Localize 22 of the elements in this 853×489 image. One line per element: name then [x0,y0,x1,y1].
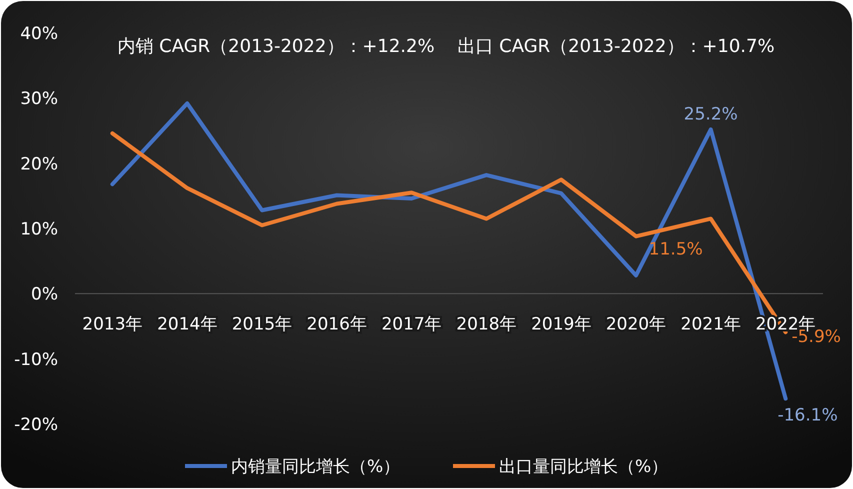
x-tick-label: 2013年 [82,314,143,335]
data-label: 25.2% [684,104,738,124]
x-tick-label: 2016年 [306,314,367,335]
y-tick-label: 20% [20,154,58,174]
x-tick-label: 2015年 [232,314,292,335]
legend-label: 内销量同比增长（%） [231,457,400,477]
y-tick-label: 0% [31,284,58,305]
y-tick-label: -20% [14,415,58,435]
x-tick-label: 2018年 [456,314,517,335]
x-tick-label: 2020年 [606,314,666,335]
data-label: 11.5% [648,240,703,260]
legend-label: 出口量同比增长（%） [499,457,668,477]
x-tick-label: 2019年 [531,314,592,335]
chart-title: 内销 CAGR（2013-2022）：+12.2% 出口 CAGR（2013-2022）：+10.7% [117,36,775,57]
data-label: -16.1% [778,406,838,426]
y-tick-label: -10% [14,350,58,370]
x-tick-label: 2017年 [381,314,442,335]
y-tick-label: 40% [20,24,58,44]
y-tick-label: 10% [20,220,58,240]
x-tick-label: 2021年 [680,314,741,335]
x-tick-label: 2014年 [157,314,218,335]
y-tick-label: 30% [20,89,58,110]
